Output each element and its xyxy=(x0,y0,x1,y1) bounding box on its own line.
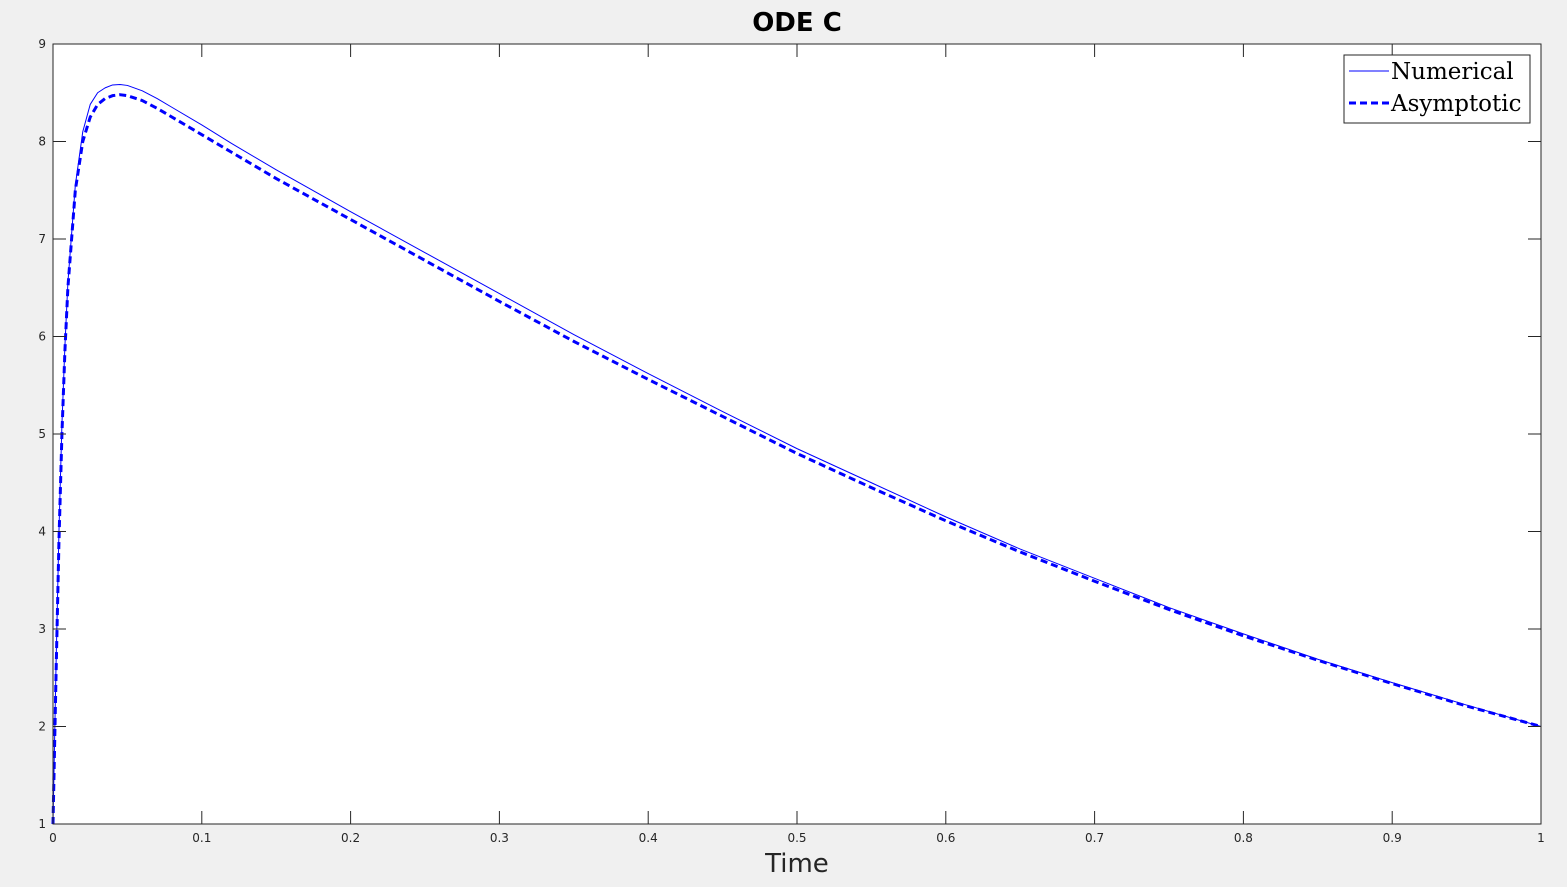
legend-box xyxy=(1343,54,1531,124)
y-tick-label: 7 xyxy=(38,232,46,246)
legend-label-numerical: Numerical xyxy=(1391,59,1514,85)
x-tick-label: 1 xyxy=(1537,831,1545,845)
legend[interactable]: Numerical Asymptotic xyxy=(1343,54,1531,124)
x-tick-label: 0.5 xyxy=(787,831,806,845)
x-tick-label: 0 xyxy=(49,831,57,845)
axes-box xyxy=(52,43,1542,825)
x-tick-label: 0.3 xyxy=(490,831,509,845)
x-tick-label: 0.7 xyxy=(1085,831,1104,845)
y-tick-label: 8 xyxy=(38,135,46,149)
x-tick-label: 0.1 xyxy=(192,831,211,845)
chart-title: ODE C xyxy=(752,8,842,38)
y-tick-label: 4 xyxy=(38,525,46,539)
y-tick-label: 5 xyxy=(38,427,46,441)
x-tick-label: 0.6 xyxy=(936,831,955,845)
x-tick-label: 0.2 xyxy=(341,831,360,845)
plot-area[interactable] xyxy=(53,44,1541,824)
x-tick-label: 0.9 xyxy=(1383,831,1402,845)
y-tick-label: 6 xyxy=(38,330,46,344)
y-tick-label: 2 xyxy=(38,720,46,734)
x-axis-label: Time xyxy=(764,849,829,879)
series-line-asymptotic xyxy=(51,93,1542,825)
legend-label-asymptotic: Asymptotic xyxy=(1390,91,1522,117)
series-layer xyxy=(51,83,1542,825)
y-tick-label: 9 xyxy=(38,37,46,51)
y-tick-label: 3 xyxy=(38,622,46,636)
y-tick-label: 1 xyxy=(38,817,46,831)
x-tick-label: 0.8 xyxy=(1234,831,1253,845)
ticks-layer: 0 0.1 0.2 0.3 0.4 0.5 0.6 0.7 0.8 0.9 1 1 2 3 4 5 6 7 8 9 xyxy=(38,37,1544,845)
x-tick-label: 0.4 xyxy=(639,831,658,845)
